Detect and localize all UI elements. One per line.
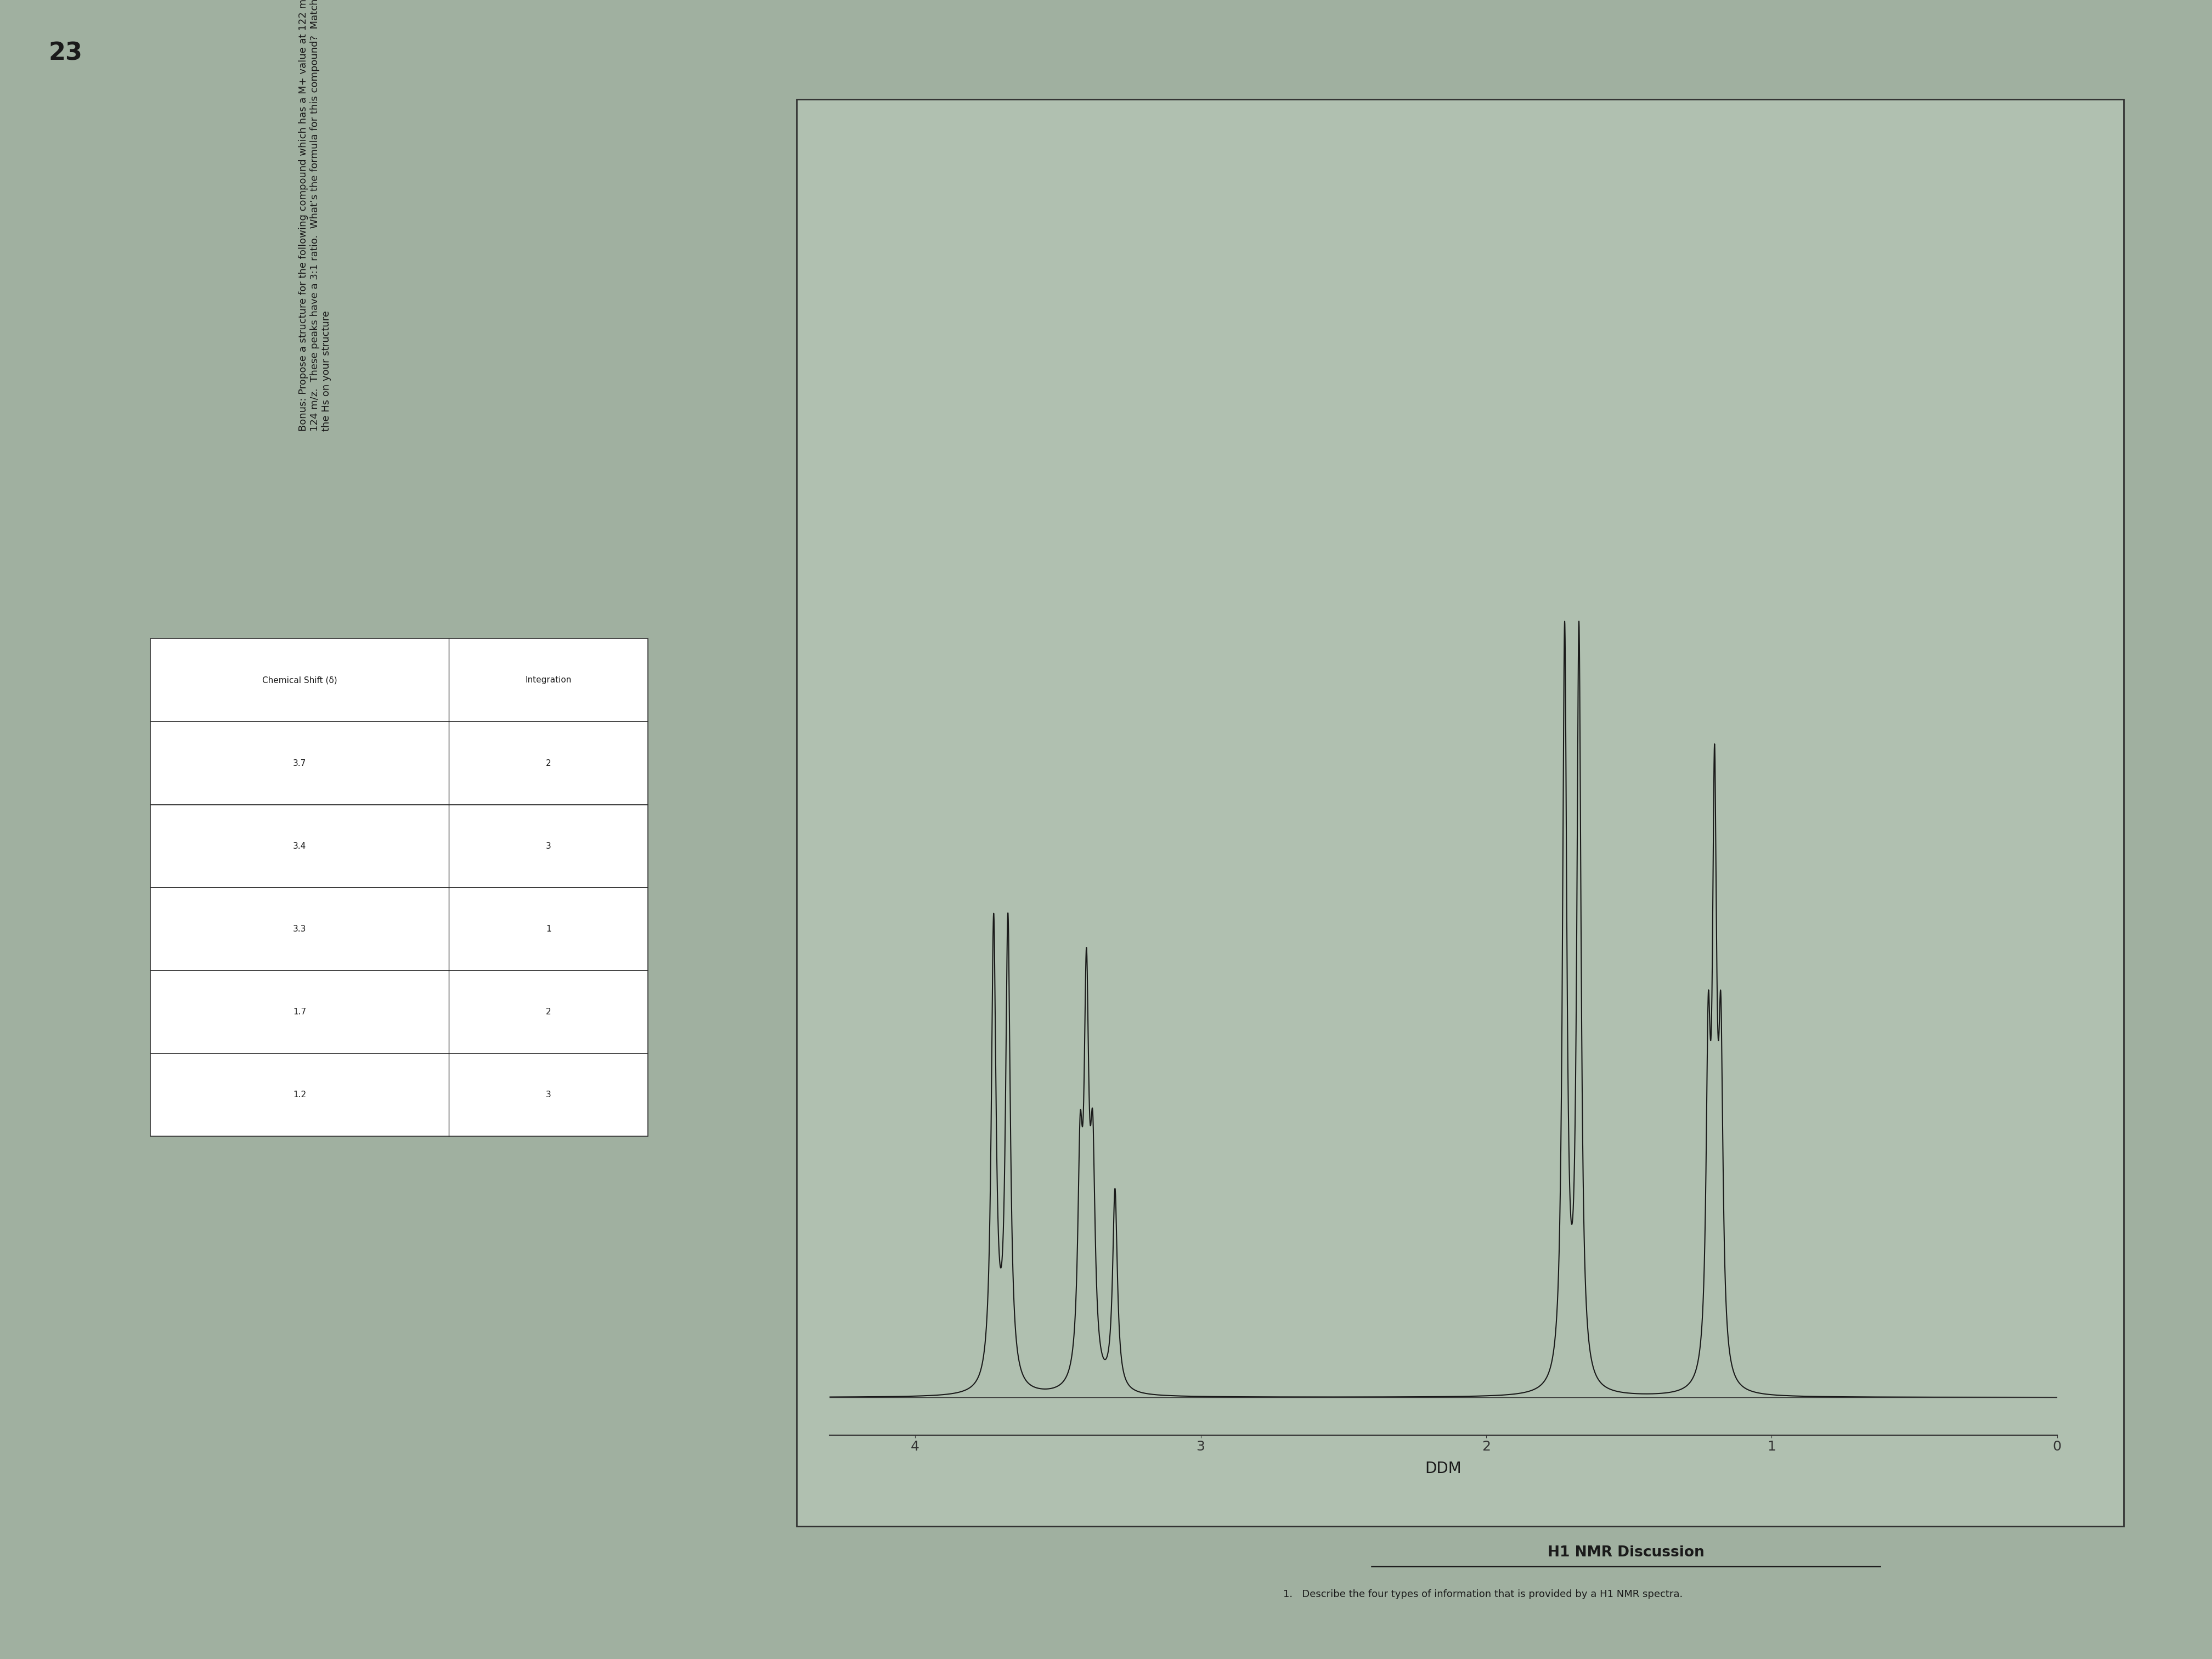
Text: 1.   Describe the four types of information that is provided by a H1 NMR spectra: 1. Describe the four types of informatio… (1283, 1589, 1683, 1599)
Text: 3.3: 3.3 (292, 926, 307, 932)
Text: 3.4: 3.4 (292, 843, 307, 849)
Text: Integration: Integration (526, 677, 571, 684)
Text: H1 NMR Discussion: H1 NMR Discussion (1548, 1545, 1703, 1559)
Text: 3: 3 (546, 843, 551, 849)
Text: 1: 1 (546, 926, 551, 932)
Text: 1.2: 1.2 (294, 1092, 305, 1098)
FancyBboxPatch shape (150, 1053, 648, 1136)
FancyBboxPatch shape (150, 805, 648, 888)
Text: Bonus: Propose a structure for the following compound which has a M+ value at 12: Bonus: Propose a structure for the follo… (299, 0, 332, 431)
FancyBboxPatch shape (150, 639, 648, 722)
Text: Chemical Shift (δ): Chemical Shift (δ) (263, 677, 336, 684)
Text: 2: 2 (546, 1009, 551, 1015)
Text: 2: 2 (546, 760, 551, 766)
X-axis label: DDM: DDM (1425, 1462, 1462, 1477)
Text: 3.7: 3.7 (292, 760, 307, 766)
FancyBboxPatch shape (796, 100, 2124, 1526)
Text: 1.7: 1.7 (294, 1009, 305, 1015)
FancyBboxPatch shape (150, 888, 648, 971)
FancyBboxPatch shape (150, 722, 648, 805)
FancyBboxPatch shape (150, 971, 648, 1053)
Text: 3: 3 (546, 1092, 551, 1098)
Text: 23: 23 (49, 41, 82, 65)
